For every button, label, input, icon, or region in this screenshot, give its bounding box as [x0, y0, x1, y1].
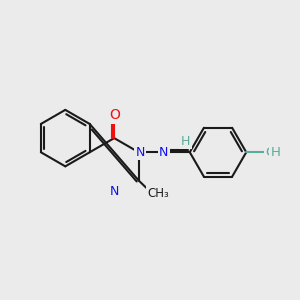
Text: H: H — [270, 146, 280, 159]
Text: O: O — [266, 146, 276, 159]
Text: CH₃: CH₃ — [147, 187, 169, 200]
Text: N: N — [159, 146, 169, 159]
Text: N: N — [135, 146, 145, 159]
Text: O: O — [109, 108, 120, 122]
Text: H: H — [181, 135, 190, 148]
Text: N: N — [110, 184, 119, 197]
